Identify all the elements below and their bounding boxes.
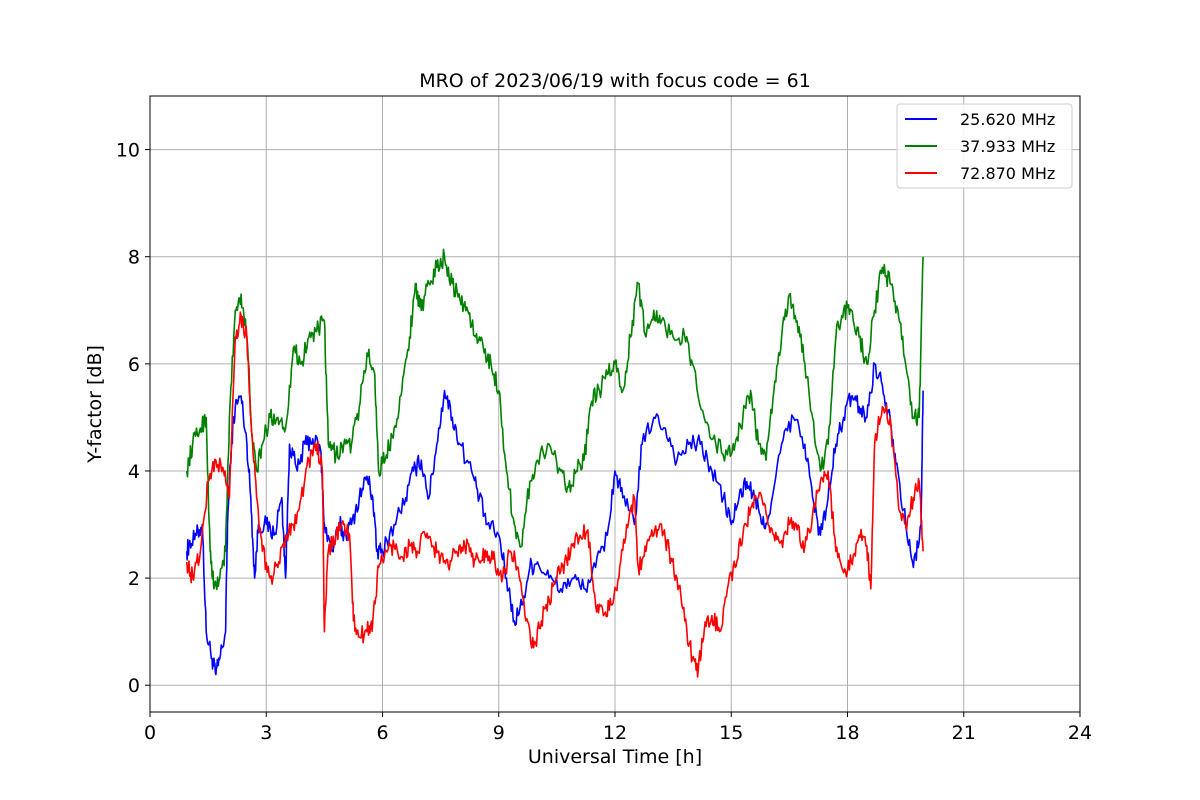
x-tick-label: 21 [952, 722, 976, 744]
legend-label: 25.620 MHz [960, 110, 1055, 129]
x-tick-label: 15 [719, 722, 743, 744]
legend: 25.620 MHz 37.933 MHz 72.870 MHz [896, 103, 1073, 189]
series-line-2 [186, 311, 924, 678]
series-line-1 [186, 248, 924, 591]
y-tick-label: 8 [128, 247, 140, 269]
x-tick-label: 6 [376, 722, 388, 744]
y-tick-label: 10 [116, 140, 140, 162]
series-layer [186, 248, 924, 678]
chart-title: MRO of 2023/06/19 with focus code = 61 [419, 70, 811, 92]
y-tick-label: 6 [128, 354, 140, 376]
y-tick-label: 0 [128, 675, 140, 697]
y-tick-label: 4 [128, 461, 140, 483]
legend-label: 37.933 MHz [960, 137, 1055, 156]
series-line-0 [186, 362, 924, 676]
x-axis-label: Universal Time [h] [528, 746, 702, 768]
x-tick-label: 0 [144, 722, 156, 744]
x-tick-label: 24 [1068, 722, 1092, 744]
x-tick-label: 12 [603, 722, 627, 744]
x-tick-label: 3 [260, 722, 272, 744]
y-axis-label: Y-factor [dB] [84, 345, 106, 464]
y-tick-label: 2 [128, 568, 140, 590]
legend-label: 72.870 MHz [960, 164, 1055, 183]
x-tick-label: 18 [835, 722, 859, 744]
legend-box [896, 103, 1073, 189]
x-tick-label: 9 [493, 722, 505, 744]
